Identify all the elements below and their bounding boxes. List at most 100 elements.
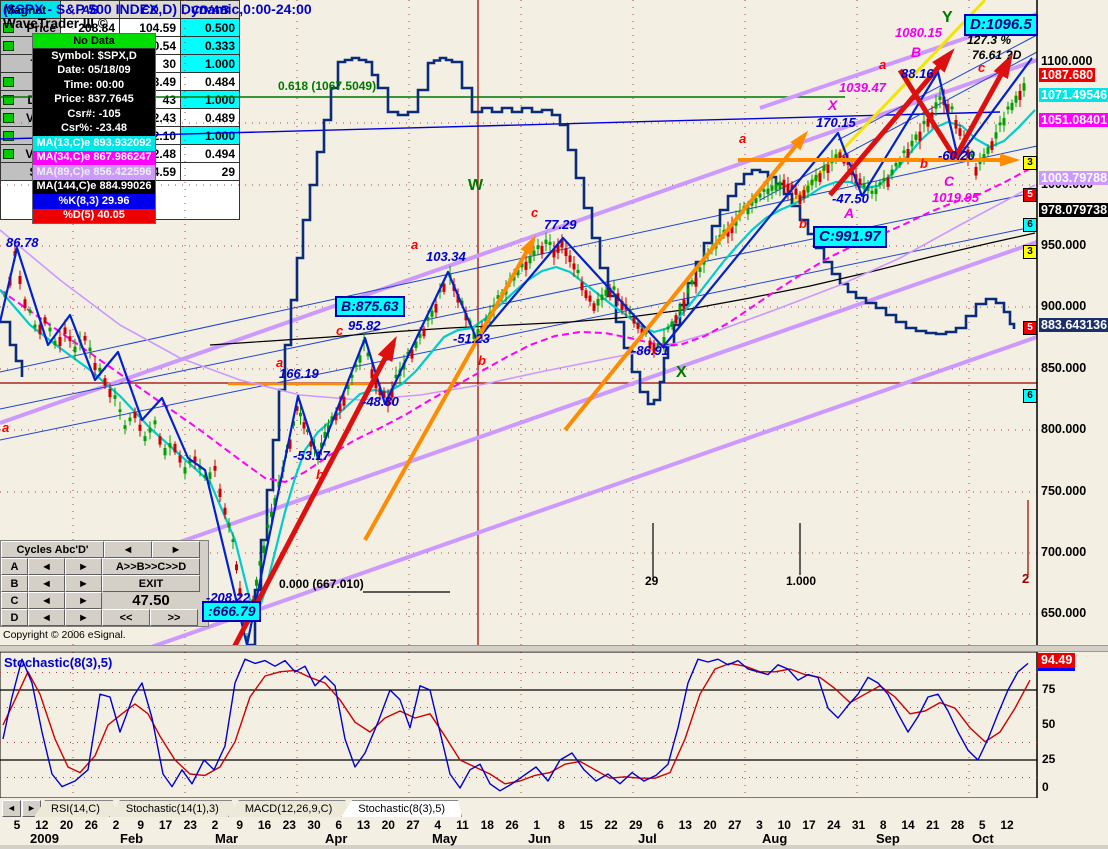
wave-label: Y: [942, 9, 953, 26]
cycles-step-forward-button[interactable]: >>: [150, 609, 198, 626]
price-tick: 800.000: [1041, 422, 1087, 436]
cycle-c-next-button[interactable]: ►: [65, 592, 102, 609]
price-pane[interactable]: [0, 0, 1037, 700]
magnet-row-toggle[interactable]: [3, 131, 14, 141]
cycle-b-next-button[interactable]: ►: [65, 575, 102, 592]
wave-label: 29: [645, 574, 659, 588]
price-tick: 650.000: [1041, 606, 1087, 620]
wave-label: c: [978, 60, 986, 75]
data-window-row: %D(5) 40.05: [33, 208, 155, 223]
wave-label: -86.91: [632, 343, 669, 358]
magnet-row-toggle[interactable]: [3, 41, 14, 51]
date-tick: 13: [356, 818, 371, 832]
stochastic-scale-tick: 75: [1042, 682, 1056, 696]
data-window-row: MA(34,C)e 867.986247: [33, 150, 155, 165]
magnet-cell-ratio: 1.000: [180, 126, 240, 145]
tab-scroll-right-button[interactable]: ►: [22, 800, 41, 817]
wave-label: 1039.47: [839, 80, 886, 95]
magnet-cell-cd: 104.59: [119, 18, 181, 37]
price-badge: 1087.680: [1039, 68, 1096, 82]
wave-flag: C:991.97: [813, 226, 887, 248]
date-tick: 6: [335, 818, 343, 832]
cycle-a-next-button[interactable]: ►: [65, 558, 102, 575]
price-badge: 1051.08401: [1039, 113, 1108, 127]
stochastic-scale-tick: 50: [1042, 717, 1056, 731]
stochastic-pane[interactable]: [0, 652, 1037, 798]
cycles-title-button[interactable]: Cycles Abc'D': [1, 541, 104, 558]
data-window-row: Price: 837.7645: [33, 92, 155, 107]
date-tick: 1: [533, 818, 541, 832]
stochastic-value-badge: 94.49: [1038, 653, 1076, 671]
date-tick: 15: [579, 818, 593, 832]
indicator-tabbar: ◄ ► RSI(14,C) Stochastic(14(1),3) MACD(12,…: [2, 800, 462, 817]
tab-macd-12-26-9-c-[interactable]: MACD(12,26,9,C): [228, 800, 349, 817]
date-tick: 6: [657, 818, 664, 832]
price-badge: 1003.79788: [1039, 171, 1108, 185]
cycle-d-prev-button[interactable]: ◄: [28, 609, 65, 626]
cycles-exit-button[interactable]: EXIT: [102, 575, 200, 592]
date-tick: 11: [456, 818, 469, 832]
cycles-prev-button[interactable]: ◄: [104, 541, 152, 558]
magnet-cell-ratio: 1.000: [180, 90, 240, 109]
wave-label: b: [478, 353, 486, 368]
cycle-c-prev-button[interactable]: ◄: [28, 592, 65, 609]
cycle-a-button[interactable]: A: [1, 558, 28, 575]
date-tick: 2: [211, 818, 219, 832]
magnet-row-toggle[interactable]: [3, 77, 14, 87]
cycles-step-back-button[interactable]: <<: [102, 609, 150, 626]
magnet-cell-ratio: 0.500: [180, 18, 240, 37]
wave-label: 170.15: [816, 115, 856, 130]
wave-count-marker: 6: [1023, 218, 1037, 232]
cycle-b-prev-button[interactable]: ◄: [28, 575, 65, 592]
cycle-a-prev-button[interactable]: ◄: [28, 558, 65, 575]
data-window-row: MA(13,C)e 893.932092: [33, 136, 155, 151]
tab-stochastic-14-1-3-[interactable]: Stochastic(14(1),3): [109, 800, 236, 817]
wave-label: c: [531, 205, 539, 220]
cycle-d-next-button[interactable]: ►: [65, 609, 102, 626]
tab-scroll-left-button[interactable]: ◄: [2, 800, 21, 817]
date-tick: 4: [434, 818, 442, 832]
stochastic-label: Stochastic(8(3),5): [4, 655, 113, 670]
date-tick: 8: [879, 818, 887, 832]
date-tick: 12: [35, 818, 49, 832]
price-axis[interactable]: 1100.0001000.000950.000900.000850.000800…: [1038, 0, 1108, 849]
date-tick: 31: [851, 818, 866, 832]
wave-label: 103.34: [426, 249, 466, 264]
tab-stochastic-8-3-5-[interactable]: Stochastic(8(3),5): [341, 800, 462, 817]
wave-count-marker: 3: [1023, 156, 1037, 170]
wave-label: 95.82: [348, 318, 381, 333]
price-tick: 950.000: [1041, 238, 1087, 252]
date-tick: 13: [678, 818, 692, 832]
cycle-d-button[interactable]: D: [1, 609, 28, 626]
pane-divider[interactable]: [0, 645, 1108, 652]
month-label: Mar: [215, 831, 239, 846]
wave-label: a: [411, 237, 419, 252]
wave-label: B: [911, 44, 922, 60]
date-tick: 18: [480, 818, 494, 832]
wave-label: 77.29: [544, 217, 577, 232]
price-tick: 900.000: [1041, 299, 1087, 313]
tab-rsi-14-c-[interactable]: RSI(14,C): [34, 800, 117, 817]
magnet-row-toggle[interactable]: [3, 95, 14, 105]
magnet-row-toggle[interactable]: [3, 113, 14, 123]
wave-label: X: [676, 364, 687, 381]
cycles-next-button[interactable]: ►: [152, 541, 200, 558]
wave-label: b: [316, 467, 324, 482]
wave-label: 0.000 (667.010): [279, 577, 364, 591]
data-window: No Data Symbol: $SPX,D Date: 05/18/09 Time…: [32, 33, 156, 224]
cycle-c-button[interactable]: C: [1, 592, 28, 609]
cycles-sequence-button[interactable]: A>>B>>C>>D: [102, 558, 200, 575]
cycle-b-button[interactable]: B: [1, 575, 28, 592]
magnet-header-cd: CD: [119, 0, 181, 19]
wave-label: -53.17: [293, 448, 330, 463]
wave-label: 2: [1022, 571, 1030, 586]
date-tick: 5: [978, 818, 986, 832]
wave-flag: :666.79: [202, 601, 262, 622]
data-window-row: Time: 00:00: [33, 78, 155, 93]
magnet-row-toggle[interactable]: [3, 149, 14, 159]
wave-label: 86.78: [6, 235, 39, 250]
date-tick: 3: [756, 818, 763, 832]
magnet-row-toggle[interactable]: [3, 23, 14, 33]
date-tick: 14: [901, 818, 915, 832]
